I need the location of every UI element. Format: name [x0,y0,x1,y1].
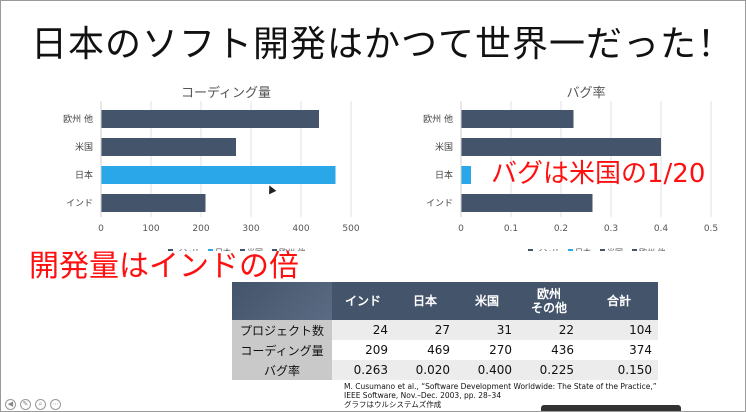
table-cell: 0.225 [518,360,580,380]
x-tick-label: 500 [342,224,359,234]
x-tick-label: 0.4 [654,224,669,234]
table-cell: 0.020 [394,360,456,380]
table-cell: 24 [332,320,394,340]
slide-title: 日本のソフト開発はかつて世界一だった！ [31,24,735,65]
bar [101,194,206,212]
x-tick-label: 0.3 [604,224,618,234]
category-label: 欧州 他 [63,113,93,125]
table-cell: 31 [456,320,518,340]
row-label: バグ率 [232,360,332,380]
table-cell: 22 [518,320,580,340]
x-tick-label: 0 [458,224,464,234]
bar [101,110,319,128]
legend-label: インド [535,248,559,251]
category-label: 日本 [435,169,453,181]
bar [461,138,661,156]
category-label: インド [66,199,93,209]
table-corner [232,282,332,320]
table-cell: 270 [456,340,518,360]
legend-label: 日本 [575,247,591,251]
x-tick-label: 400 [292,224,309,234]
dev-callout: 開発量はインドの倍 [29,249,299,284]
table-cell: 469 [394,340,456,360]
legend-label: インド [175,248,199,251]
table-header: 欧州 その他 [518,282,580,320]
bar [101,166,336,184]
bar [101,138,236,156]
stats-table: インド 日本 米国 欧州 その他 合計 プロジェクト数 24 27 31 22 … [232,282,658,380]
legend-swatch [208,249,213,251]
table-cell: 27 [394,320,456,340]
x-tick-label: 200 [192,224,209,234]
legend-swatch [528,249,533,251]
citation: M. Cusumano et al., “Software Developmen… [344,382,657,409]
legend-swatch [568,249,573,251]
legend-label: 日本 [215,247,231,251]
x-tick-label: 300 [242,224,259,234]
table-row: バグ率 0.263 0.020 0.400 0.225 0.150 [232,360,658,380]
table-header: 合計 [580,282,658,320]
table-cell: 0.150 [580,360,658,380]
table-cell: 209 [332,340,394,360]
bug-callout: バグは米国の1/20 [491,159,706,189]
legend-label: 欧州 他 [639,247,666,251]
category-label: インド [426,199,453,209]
prev-icon[interactable]: ◀ [5,399,16,410]
table-header: 米国 [456,282,518,320]
chart-title: コーディング量 [181,85,271,101]
table-cell: 104 [580,320,658,340]
table-header: 日本 [394,282,456,320]
legend-swatch [600,249,605,251]
legend-label: 欧州 他 [279,247,306,251]
x-tick-label: 100 [142,224,159,234]
table-header: インド [332,282,394,320]
bar [461,194,593,212]
taskbar-strip [541,405,681,411]
x-tick-label: 0.5 [704,224,718,234]
legend-swatch [272,249,277,251]
x-tick-label: 0.2 [554,224,568,234]
bar [461,166,471,184]
more-icon[interactable]: ⋯ [50,399,61,410]
table-cell: 0.400 [456,360,518,380]
x-tick-label: 0.1 [504,224,518,234]
zoom-icon[interactable]: ⌕ [35,399,46,410]
row-label: コーディング量 [232,340,332,360]
category-label: 日本 [75,169,93,181]
legend-label: 米国 [247,247,263,251]
table-cell: 0.263 [332,360,394,380]
category-label: 米国 [75,141,93,153]
legend-swatch [168,249,173,251]
table-row: プロジェクト数 24 27 31 22 104 [232,320,658,340]
presentation-toolbar: ◀ ✎ ⌕ ⋯ [1,398,71,411]
table-cell: 436 [518,340,580,360]
table-cell: 374 [580,340,658,360]
bar [461,110,574,128]
citation-line: IEEE Software, Nov.–Dec. 2003, pp. 28–34 [344,391,502,400]
table-header-row: インド 日本 米国 欧州 その他 合計 [232,282,658,320]
row-label: プロジェクト数 [232,320,332,340]
citation-line: M. Cusumano et al., “Software Developmen… [344,382,657,391]
category-label: 欧州 他 [423,113,453,125]
legend-label: 米国 [607,247,623,251]
legend-swatch [632,249,637,251]
legend-swatch [240,249,245,251]
category-label: 米国 [435,141,453,153]
pen-icon[interactable]: ✎ [20,399,31,410]
chart-title: バグ率 [566,85,605,101]
x-tick-label: 0 [98,224,104,234]
table-row: コーディング量 209 469 270 436 374 [232,340,658,360]
citation-line: グラフはウルシステムズ作成 [344,400,442,409]
